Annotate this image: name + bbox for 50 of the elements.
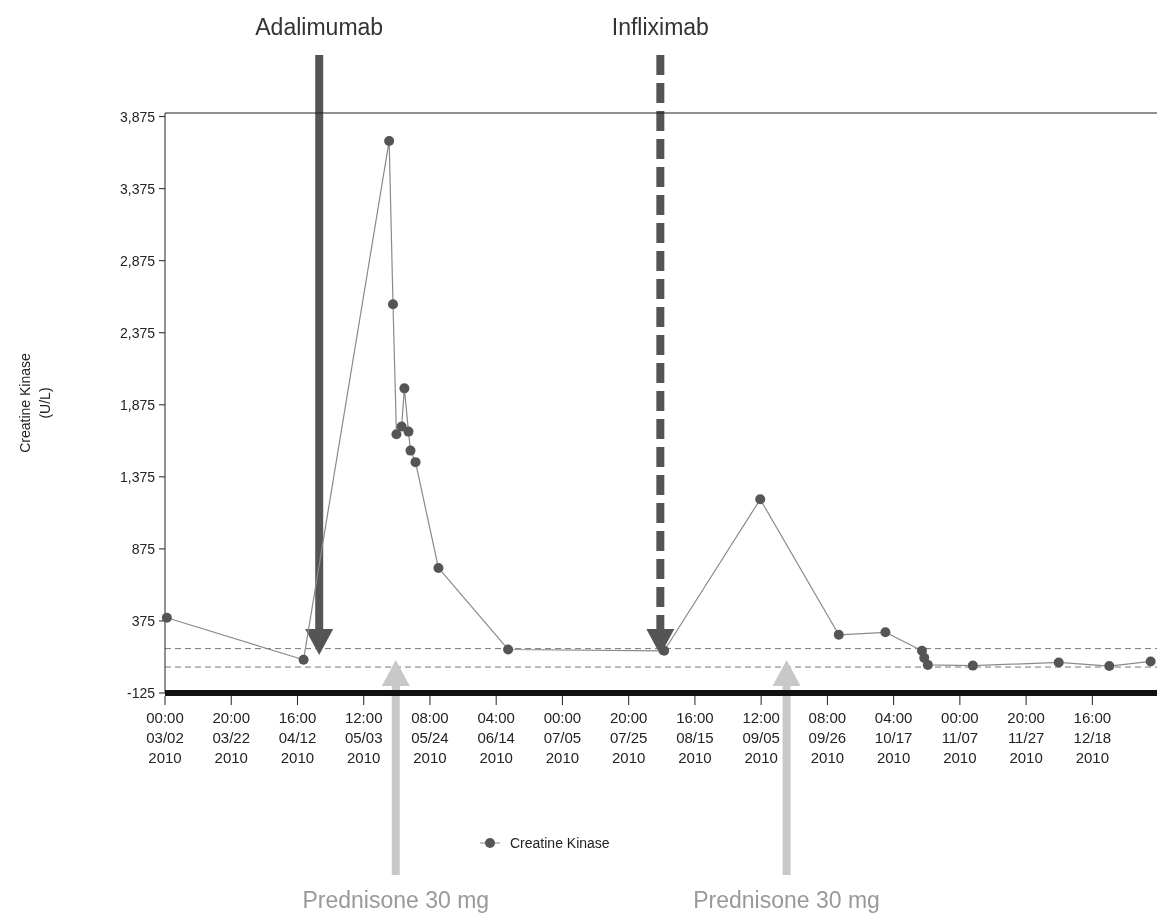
point (403, 426, 414, 437)
point (1145, 656, 1156, 667)
x-tick-label: 04:00 10/17 2010 (874, 709, 913, 766)
y-tick-label: -125 (126, 684, 156, 701)
x-tick-label: 20:00 07/25 2010 (609, 709, 648, 766)
x-tick-label: 16:00 12/18 2010 (1073, 709, 1112, 766)
point (399, 383, 410, 394)
point (388, 299, 398, 310)
ref-line-label: Prednisone 30 mg (302, 887, 490, 913)
point (384, 135, 395, 146)
x-tick-label: 08:00 09/26 2010 (808, 709, 847, 766)
y-tick-label: 3,375 (119, 180, 156, 197)
y-tick-label: 2,375 (119, 324, 156, 341)
point (410, 457, 421, 468)
x-tick-label: 08:00 05/24 2010 (411, 709, 449, 766)
point (161, 612, 172, 623)
x-tick-label: 00:00 11/07 2010 (941, 709, 979, 766)
x-tick-label: 20:00 03/22 2010 (212, 709, 251, 766)
point (1104, 661, 1115, 672)
point (833, 629, 844, 640)
point (298, 654, 309, 665)
x-tick-label: 12:00 09/05 2010 (742, 709, 780, 766)
x-tick-label: 00:00 03/02 2010 (146, 709, 184, 766)
y-tick-label: 875 (131, 540, 156, 557)
point (503, 644, 514, 655)
x-tick-label: 04:00 06/14 2010 (477, 709, 515, 766)
point (755, 494, 766, 505)
point (1053, 657, 1064, 668)
point (659, 645, 670, 656)
legend-label: Creatine Kinase (510, 834, 610, 851)
y-axis-title: Creatine Kinase (U/L) (17, 352, 53, 453)
y-tick-label: 1,875 (119, 396, 156, 413)
x-tick-label: 16:00 08/15 2010 (676, 709, 714, 766)
x-tick-label: 12:00 05/03 2010 (344, 709, 383, 766)
y-tick-label: 1,375 (119, 468, 156, 485)
x-tick-label: 16:00 04/12 2010 (278, 709, 317, 766)
point (880, 627, 891, 638)
y-tick-label: 3,875 (119, 108, 156, 125)
point (967, 660, 978, 671)
ref-line-label: Infliximab (611, 14, 709, 40)
ref-line-label: Adalimumab (255, 14, 384, 40)
point (922, 659, 933, 670)
point (405, 445, 416, 456)
x-tick-label: 20:00 11/27 2010 (1007, 709, 1045, 766)
x-tick-label: 00:00 07/05 2010 (543, 709, 582, 766)
y-tick-label: 2,875 (119, 252, 156, 269)
y-tick-label: 375 (131, 612, 156, 629)
ref-line-label: Prednisone 30 mg (693, 887, 880, 913)
point (433, 562, 444, 573)
point (391, 429, 402, 440)
